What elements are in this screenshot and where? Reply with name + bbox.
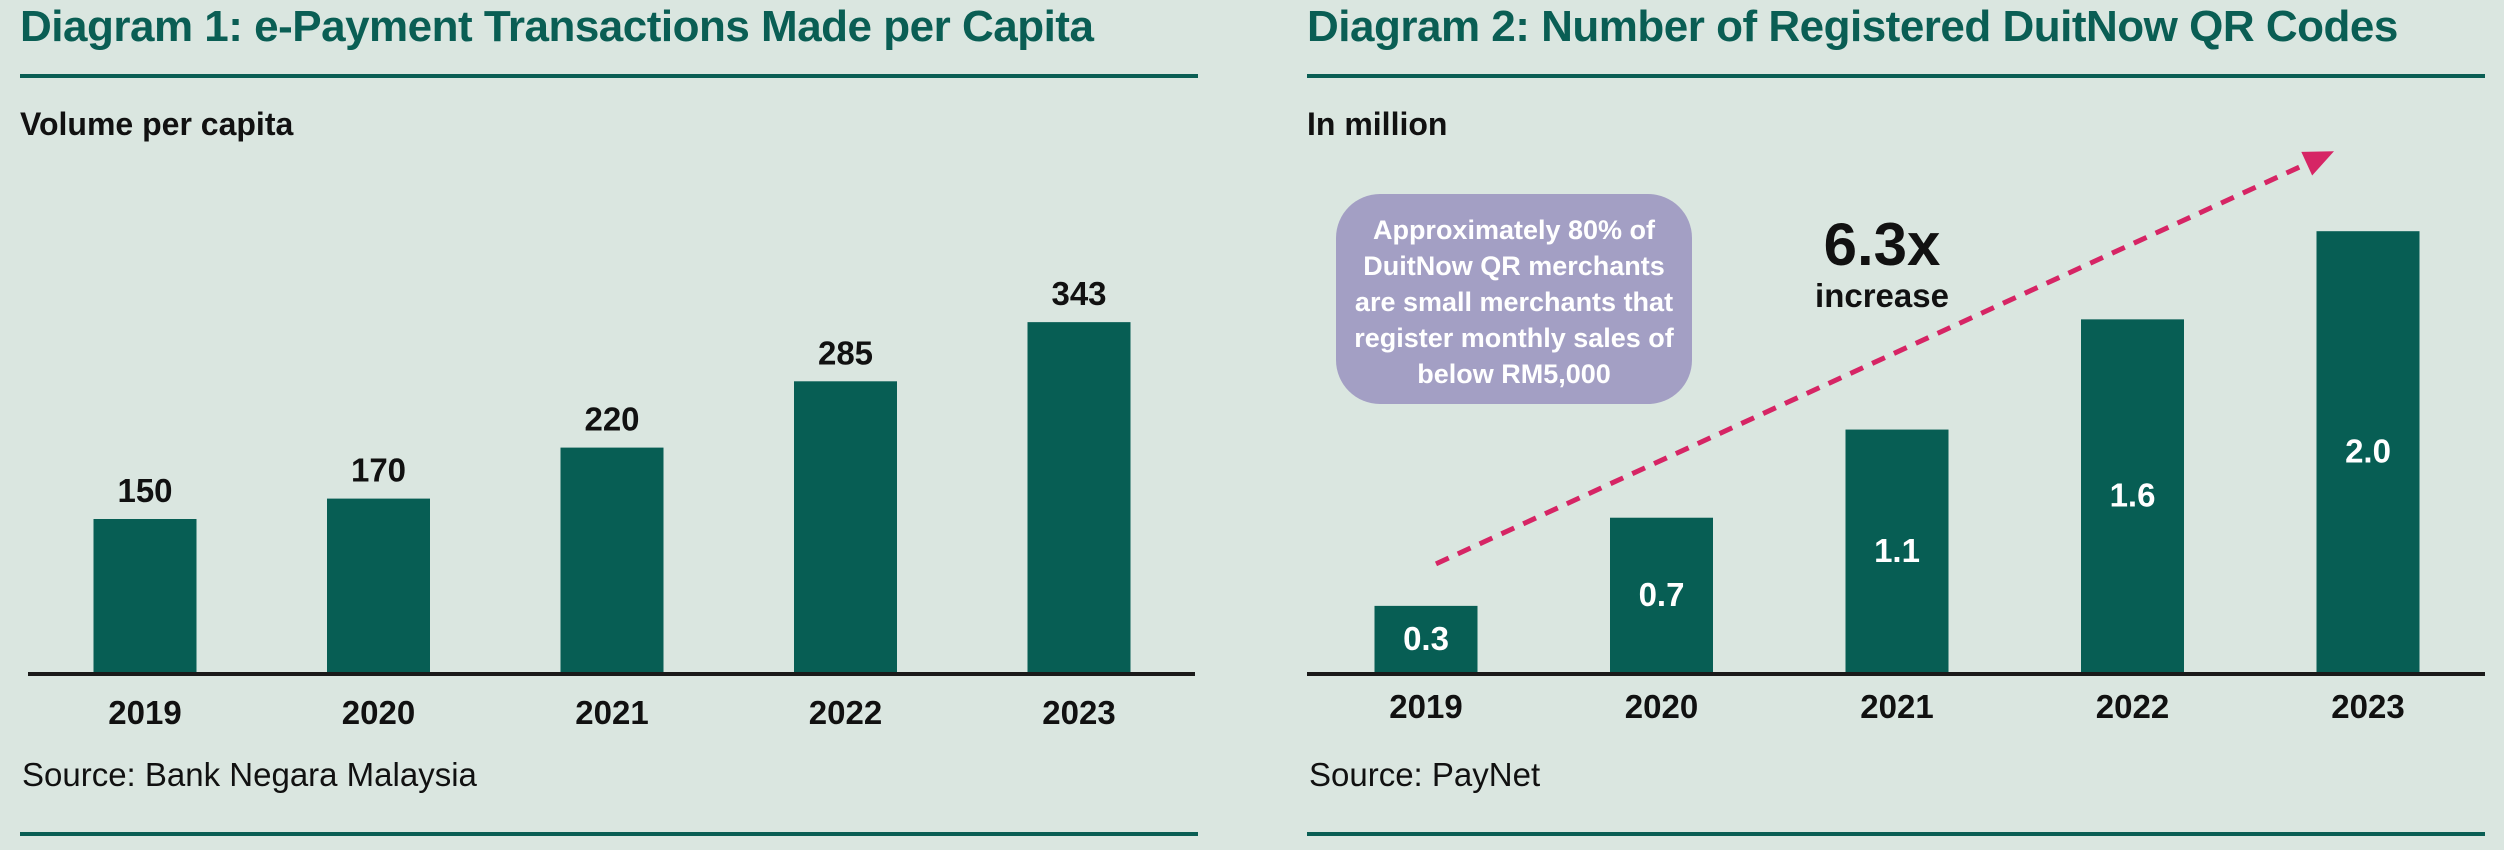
- x-tick-label: 2023: [1042, 694, 1115, 731]
- x-tick-label: 2023: [2331, 688, 2404, 725]
- title-divider: [1307, 74, 2485, 78]
- bar: [327, 498, 430, 672]
- bar-value-label: 285: [818, 334, 873, 371]
- callout-line: Approximately 80% of: [1372, 215, 1656, 245]
- bar: [1845, 429, 1949, 672]
- callout-line: below RM5,000: [1417, 359, 1611, 389]
- increase-annotation: 6.3x increase: [1782, 212, 1982, 314]
- bar: [2316, 231, 2420, 672]
- chart-source: Source: PayNet: [1309, 756, 1541, 793]
- bottom-divider: [1307, 832, 2485, 836]
- x-tick-label: 2020: [1625, 688, 1698, 725]
- bar-value-label: 2.0: [2345, 433, 2391, 470]
- trend-arrow-line: [1434, 161, 2308, 567]
- x-tick-label: 2020: [342, 694, 415, 731]
- bar-value-label: 150: [117, 472, 172, 509]
- callout-line: DuitNow QR merchants: [1363, 251, 1665, 281]
- x-tick-label: 2021: [1860, 688, 1933, 725]
- bar-value-label: 1.1: [1874, 532, 1920, 569]
- bar-chart-transactions: 150 2019 170 2020 220 2021 285 2022 343 2023: [28, 275, 1195, 731]
- chart-subtitle: In million: [1307, 106, 1448, 142]
- bar: [560, 447, 664, 672]
- bar-value-label: 0.3: [1403, 620, 1449, 657]
- trend-arrowhead: [2301, 151, 2334, 176]
- chart-subtitle: Volume per capita: [20, 106, 294, 142]
- x-tick-label: 2021: [575, 694, 648, 731]
- bar: [1027, 322, 1131, 672]
- increase-label: increase: [1815, 277, 1949, 314]
- bar: [794, 381, 897, 672]
- x-tick-label: 2019: [108, 694, 181, 731]
- bar: [1374, 605, 1478, 672]
- bar: [1610, 517, 1713, 672]
- chart-panel-duitnow: Diagram 2: Number of Registered DuitNow …: [1307, 0, 2485, 850]
- bar: [2081, 319, 2184, 672]
- chart-source: Source: Bank Negara Malaysia: [22, 756, 477, 793]
- chart-title: Diagram 1: e-Payment Transactions Made p…: [20, 2, 1094, 51]
- callout-line: are small merchants that: [1354, 287, 1674, 317]
- bar-value-label: 170: [351, 452, 406, 489]
- x-tick-label: 2022: [2096, 688, 2169, 725]
- increase-value: 6.3x: [1823, 211, 1941, 278]
- x-tick-label: 2019: [1389, 688, 1462, 725]
- callout-bubble: Approximately 80% of DuitNow QR merchant…: [1336, 194, 1692, 404]
- bar: [93, 519, 197, 672]
- title-divider: [20, 74, 1198, 78]
- bottom-divider: [20, 832, 1198, 836]
- callout-line: register monthly sales of: [1354, 323, 1674, 353]
- bar-value-label: 343: [1051, 275, 1106, 312]
- chart-panel-transactions: Diagram 1: e-Payment Transactions Made p…: [20, 0, 1198, 850]
- x-tick-label: 2022: [809, 694, 882, 731]
- chart-title: Diagram 2: Number of Registered DuitNow …: [1307, 2, 2398, 51]
- bar-value-label: 220: [584, 401, 639, 438]
- bar-chart-duitnow: 0.3 2019 0.7 2020 1.1 2021 1.6 2022 2.0 2023: [1307, 151, 2485, 725]
- bar-value-label: 0.7: [1639, 576, 1685, 613]
- bar-value-label: 1.6: [2110, 477, 2156, 514]
